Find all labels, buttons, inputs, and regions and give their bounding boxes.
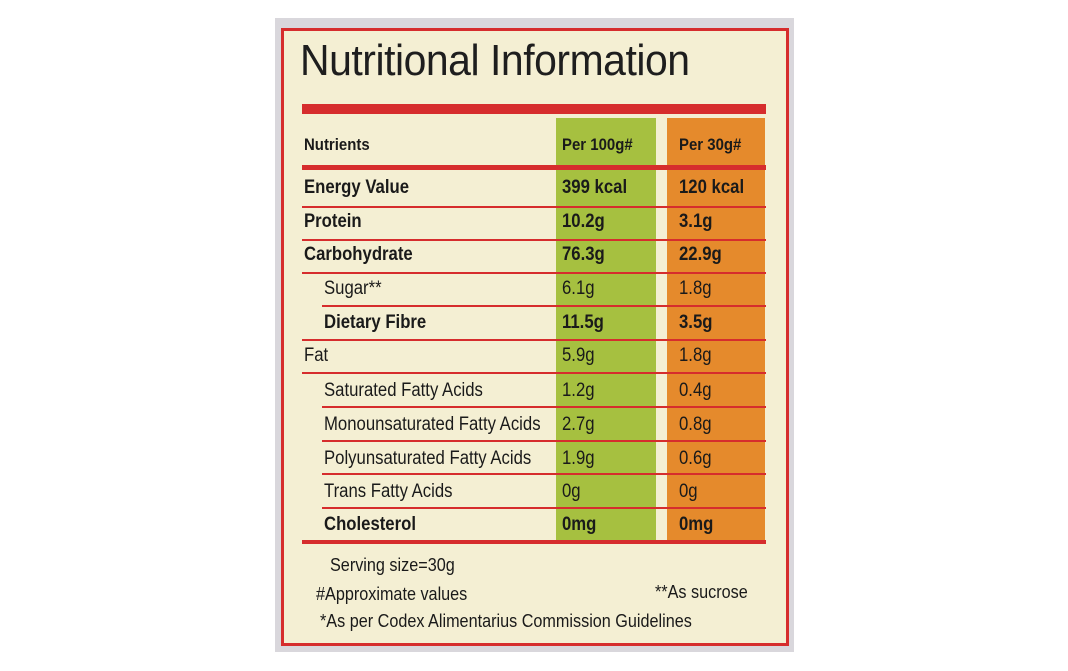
nutrient-name: Monounsaturated Fatty Acids (324, 414, 541, 435)
nutrient-name: Cholesterol (324, 514, 416, 535)
value-per-100g: 1.2g (562, 380, 595, 401)
value-per-100g: 6.1g (562, 278, 595, 299)
value-per-30g: 0.6g (679, 448, 712, 469)
nutrient-name: Polyunsaturated Fatty Acids (324, 448, 532, 469)
header-nutrients: Nutrients (304, 135, 370, 154)
value-per-30g: 22.9g (679, 244, 722, 265)
row-divider (302, 372, 766, 374)
value-per-30g: 0g (679, 481, 698, 502)
nutrient-name: Protein (304, 211, 362, 232)
nutrient-name: Fat (304, 345, 329, 366)
value-per-30g: 3.1g (679, 211, 713, 232)
per-100g-column-background (556, 118, 656, 540)
value-per-30g: 0mg (679, 514, 714, 535)
row-divider (322, 473, 766, 475)
value-per-100g: 11.5g (562, 312, 604, 333)
value-per-100g: 0g (562, 481, 581, 502)
value-per-30g: 3.5g (679, 312, 713, 333)
approximate-values-note: #Approximate values (316, 584, 468, 604)
nutrient-name: Sugar** (324, 278, 382, 299)
value-per-100g: 76.3g (562, 244, 605, 265)
value-per-100g: 399 kcal (562, 177, 628, 198)
value-per-30g: 1.8g (679, 345, 712, 366)
row-divider (302, 272, 766, 274)
value-per-100g: 0mg (562, 514, 597, 535)
value-per-100g: 10.2g (562, 211, 605, 232)
value-per-30g: 120 kcal (679, 177, 745, 198)
value-per-100g: 1.9g (562, 448, 595, 469)
codex-guidelines-note: *As per Codex Alimentarius Commission Gu… (320, 611, 692, 631)
nutrient-name: Carbohydrate (304, 244, 413, 265)
value-per-30g: 0.8g (679, 414, 712, 435)
sucrose-note: **As sucrose (655, 582, 748, 602)
row-divider (322, 507, 766, 509)
value-per-30g: 1.8g (679, 278, 712, 299)
row-divider (302, 239, 766, 241)
per-30g-column-background (667, 118, 765, 540)
header-divider (302, 165, 766, 170)
nutrient-name: Energy Value (304, 177, 410, 198)
header-per-100g: Per 100g# (562, 135, 633, 154)
row-divider (322, 406, 766, 408)
header-per-30g: Per 30g# (679, 135, 742, 154)
table-bottom-divider (302, 540, 766, 544)
value-per-100g: 2.7g (562, 414, 595, 435)
row-divider (302, 339, 766, 341)
nutrient-name: Saturated Fatty Acids (324, 380, 483, 401)
value-per-100g: 5.9g (562, 345, 595, 366)
nutrient-name: Trans Fatty Acids (324, 481, 453, 502)
row-divider (302, 206, 766, 208)
nutrient-name: Dietary Fibre (324, 312, 427, 333)
row-divider (322, 440, 766, 442)
serving-size-note: Serving size=30g (330, 555, 455, 575)
label-title: Nutritional Information (300, 36, 690, 85)
value-per-30g: 0.4g (679, 380, 712, 401)
row-divider (322, 305, 766, 307)
title-divider (302, 104, 766, 114)
